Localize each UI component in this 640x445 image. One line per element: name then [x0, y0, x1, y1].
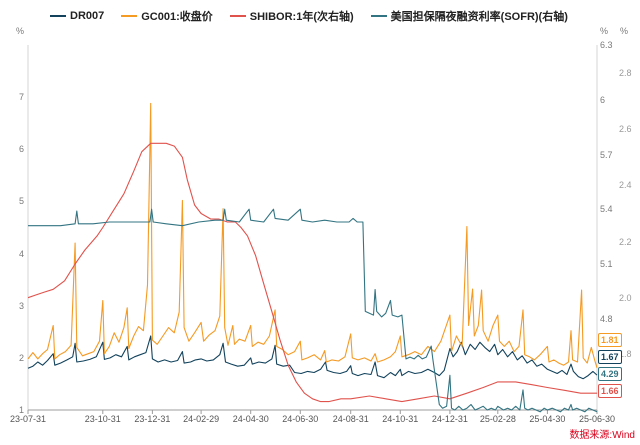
right-axis-tick: 4.8 [600, 313, 613, 324]
legend-swatch-icon [370, 15, 387, 17]
legend-label: GC001:收盘价 [141, 11, 213, 23]
x-axis-label: 24-10-31 [382, 414, 419, 424]
left-axis-tick: 7 [18, 92, 24, 103]
outer-right-axis-tick: 2.0 [619, 292, 632, 303]
outer-right-axis-tick: 2.4 [619, 180, 632, 191]
right-axis-tick: 6.3 [600, 40, 613, 50]
legend-swatch-icon [50, 15, 66, 17]
end-value-badge: 1.81 [598, 333, 622, 347]
x-axis-label: 25-04-30 [529, 414, 566, 424]
x-axis-label: 24-08-31 [332, 414, 369, 424]
x-axis-label: 23-10-31 [84, 414, 121, 424]
right-axis-tick: 5.7 [600, 149, 613, 160]
legend-item-3: 美国担保隔夜融资利率(SOFR)(右轴) [370, 8, 568, 24]
legend-label: SHIBOR:1年(次右轴) [249, 11, 354, 23]
series-line-2 [27, 142, 597, 403]
left-axis-unit: % [15, 26, 24, 36]
outer-right-axis-tick: 1.8 [619, 348, 632, 359]
right-axis-tick: 6 [600, 94, 606, 105]
x-axis-label: 25-06-30 [578, 414, 616, 424]
end-value-badge: 1.66 [598, 384, 622, 398]
right-axis-tick: 5.4 [600, 204, 613, 215]
outer-right-axis-tick: 2.8 [619, 68, 632, 79]
x-axis-label: 25-02-28 [479, 414, 516, 424]
left-axis-tick: 2 [18, 352, 24, 363]
left-axis-tick: 1 [18, 405, 24, 415]
end-value-badge: 1.67 [598, 350, 622, 364]
left-axis-tick: 4 [18, 248, 24, 259]
legend: DR007 GC001:收盘价 SHIBOR:1年(次右轴) 美国担保隔夜融资利率(S… [50, 8, 568, 24]
series-line-0 [27, 335, 598, 380]
left-axis-tick: 5 [18, 196, 24, 207]
left-axis-tick: 3 [18, 300, 24, 311]
end-value-badge: 4.29 [598, 367, 622, 381]
legend-swatch-icon [121, 15, 138, 17]
left-axis-tick: 6 [18, 144, 24, 155]
legend-item-2: SHIBOR:1年(次右轴) [229, 8, 354, 24]
right-axis-unit: % [600, 26, 609, 36]
legend-item-0: DR007 [50, 10, 104, 22]
data-source: 数据来源:Wind [569, 430, 635, 441]
outer-right-axis-tick: 2.2 [619, 236, 632, 247]
x-axis-label: 23-07-31 [9, 414, 47, 424]
x-axis-label: 24-06-30 [282, 414, 319, 424]
right-axis-tick: 5.1 [600, 259, 613, 269]
x-axis-label: 24-04-30 [232, 414, 269, 424]
outer-right-axis-tick: 2.6 [619, 124, 632, 135]
x-axis-label: 24-02-29 [183, 414, 220, 424]
legend-swatch-icon [229, 15, 246, 17]
outer-right-axis-unit: % [620, 26, 629, 36]
x-axis-label: 23-12-31 [134, 414, 171, 424]
legend-item-1: GC001:收盘价 [121, 8, 213, 24]
legend-label: 美国担保隔夜融资利率(SOFR)(右轴) [390, 11, 568, 23]
legend-label: DR007 [70, 10, 105, 22]
series-line-3 [28, 208, 598, 413]
x-axis-label: 24-12-31 [431, 414, 468, 424]
series-line-1 [27, 102, 598, 368]
